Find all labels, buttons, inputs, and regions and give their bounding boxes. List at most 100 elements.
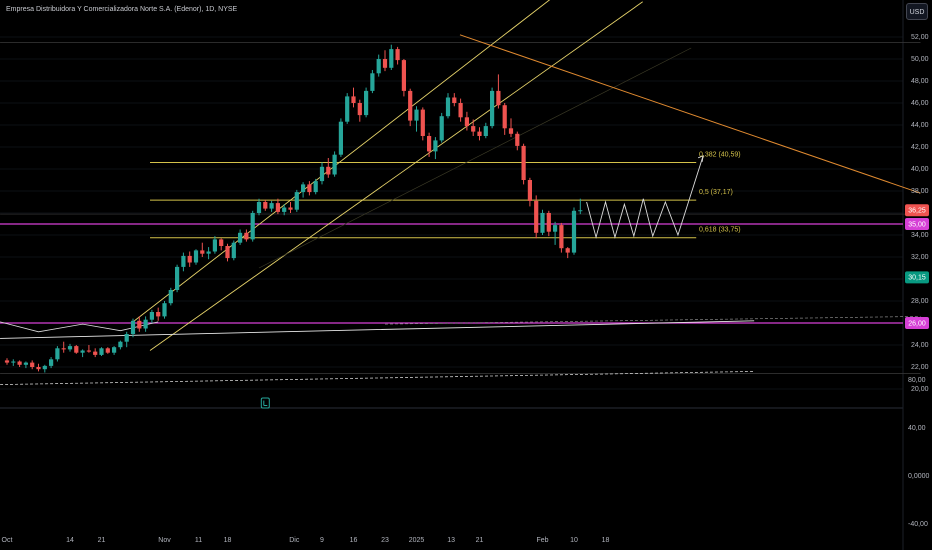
candle (427, 132, 432, 157)
candle (118, 340, 123, 350)
candle-body (464, 117, 469, 127)
time-axis[interactable]: Oct 14 21 Nov 11 18 Dic 9 16 23 2025 13 21 Feb 10 18 (2, 537, 610, 544)
candle-body (496, 90, 501, 106)
candle-body (156, 312, 161, 317)
candles (4, 44, 583, 373)
candle-body (414, 109, 419, 121)
candle (193, 249, 199, 265)
fib-labels: 0,382 (40,59) 0,5 (37,17) 0,618 (33,75) (699, 151, 741, 233)
candle (105, 347, 110, 354)
candle (420, 107, 425, 141)
candle-body (137, 320, 142, 329)
candle (244, 229, 249, 242)
price-tick-label: 32,00 (911, 254, 929, 261)
oscillator-tick-label: -40,00 (908, 521, 928, 528)
candle (212, 236, 217, 254)
price-tag-label: 26,00 (908, 320, 926, 327)
candle-body (389, 49, 394, 68)
candle (30, 360, 35, 370)
candle-body (490, 90, 495, 127)
candle-body (105, 348, 110, 353)
candle-body (112, 347, 117, 353)
price-tag: 30,15 (905, 271, 929, 284)
grid (0, 0, 904, 550)
candle-body (578, 210, 583, 212)
price-tag-label: 36,25 (908, 208, 926, 215)
candle-body (471, 126, 476, 132)
price-tag: 36,25 (905, 204, 929, 217)
candle-body (294, 192, 299, 210)
candle-body (458, 103, 463, 118)
candle-body (395, 49, 400, 61)
candle-body (439, 116, 444, 141)
candle (559, 222, 564, 253)
candle-body (238, 232, 243, 243)
candle (149, 309, 154, 323)
time-tick-label: 14 (66, 537, 74, 544)
candle-body (17, 361, 22, 365)
candle (464, 111, 469, 131)
price-tick-label: 28,00 (911, 298, 929, 305)
candle-body (376, 59, 381, 74)
candle (156, 307, 161, 321)
price-tag: 35,00 (905, 218, 929, 230)
time-tick-label: 16 (350, 537, 358, 544)
candle-body (86, 350, 91, 352)
candle-body (55, 348, 60, 360)
earnings-marker-icon (260, 397, 270, 409)
candle-body (282, 207, 287, 212)
fib-label: 0,5 (37,17) (699, 189, 733, 196)
candle-body (130, 320, 136, 334)
price-tick-label: 20,00 (911, 386, 929, 393)
candle (521, 143, 526, 185)
candle-body (11, 361, 16, 363)
candle (55, 346, 60, 362)
currency-button[interactable]: USD (906, 3, 928, 20)
candle (345, 93, 350, 124)
earnings-marker[interactable] (260, 397, 270, 409)
candle (364, 87, 369, 118)
price-tag-box (905, 317, 929, 329)
candle (4, 358, 10, 365)
candle-body (345, 96, 350, 122)
candle (433, 137, 438, 160)
channel-upper-line (132, 0, 551, 323)
candle-body (559, 225, 564, 249)
candle (143, 316, 148, 332)
support-line-dashed (0, 371, 755, 385)
candle (181, 252, 186, 272)
candle (288, 202, 293, 213)
candle (42, 364, 47, 373)
price-tag-label: 35,00 (908, 221, 926, 228)
candle (219, 238, 224, 251)
candle (80, 349, 85, 358)
candle (477, 127, 482, 141)
candle (269, 200, 274, 212)
candle (445, 93, 451, 119)
candle (238, 229, 243, 245)
candle (332, 151, 337, 177)
time-tick-label: 21 (98, 537, 106, 544)
oscillator-tick-label: 40,00 (908, 425, 926, 432)
candle-body (401, 60, 406, 91)
fib-label: 0,618 (33,75) (699, 227, 741, 234)
candle-body (420, 109, 425, 136)
time-tick-label: Oct (2, 537, 13, 544)
candle (571, 207, 577, 255)
price-tick-label: 50,00 (911, 56, 929, 63)
candle-body (370, 73, 375, 91)
time-tick-label: Nov (158, 537, 171, 544)
candle-body (319, 166, 325, 182)
candle (86, 345, 91, 353)
candle (301, 182, 306, 198)
time-tick-label: 11 (195, 537, 202, 544)
time-tick-label: 18 (224, 537, 232, 544)
candle (319, 162, 325, 185)
candle (187, 251, 192, 267)
candle (458, 98, 463, 122)
candle (496, 74, 501, 109)
candle (471, 119, 476, 136)
candle (553, 221, 558, 245)
